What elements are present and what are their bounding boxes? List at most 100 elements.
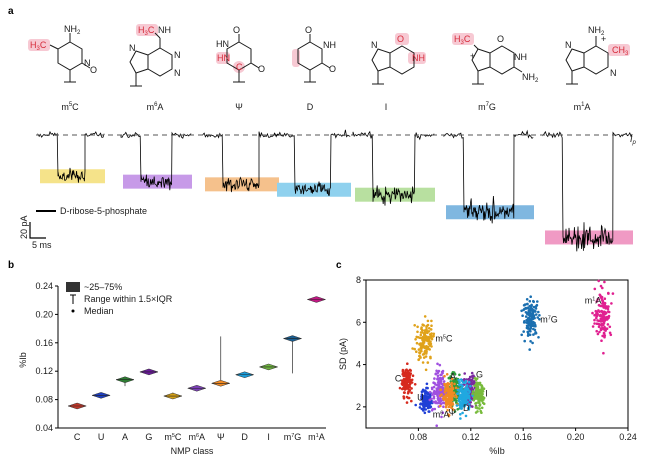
point: [520, 333, 523, 337]
point: [595, 322, 599, 326]
point: [398, 386, 402, 390]
legend-median-swatch: [71, 309, 75, 313]
bond: [473, 44, 479, 50]
point: [606, 323, 610, 326]
y-tick-label: 0.08: [35, 395, 53, 405]
point: [430, 324, 433, 328]
panel-label-a: a: [8, 6, 14, 17]
point: [440, 373, 443, 377]
x-axis-label: %Ib: [489, 446, 505, 456]
point: [425, 395, 428, 398]
y-tick-label: 4: [356, 360, 361, 370]
point: [443, 388, 447, 391]
point: [603, 311, 606, 315]
point: [526, 327, 530, 330]
structure-d: [292, 34, 331, 83]
point: [441, 386, 444, 389]
point: [591, 325, 595, 328]
point: [525, 318, 528, 322]
mod-highlight: [136, 24, 158, 36]
mod-highlight: [395, 33, 409, 45]
x-tick-label: Ψ: [217, 432, 225, 442]
plot-frame: [365, 279, 629, 429]
point: [460, 393, 463, 396]
atom-h3c: H3C: [30, 40, 47, 52]
point: [608, 331, 612, 335]
atom-o: O: [305, 25, 312, 35]
point: [427, 335, 431, 339]
point: [534, 307, 538, 310]
point: [469, 384, 472, 388]
x-tick-label: U: [98, 432, 105, 442]
point: [458, 373, 461, 377]
point: [420, 407, 424, 411]
point: [451, 403, 455, 406]
point: [436, 374, 440, 378]
point: [532, 333, 535, 336]
point: [602, 331, 606, 335]
point-label: G: [476, 369, 483, 379]
point: [593, 313, 596, 317]
point: [420, 393, 424, 396]
point: [429, 328, 433, 331]
point: [591, 311, 594, 315]
trace-5: [443, 129, 534, 224]
ring: [57, 41, 83, 71]
point: [420, 395, 423, 398]
point: [429, 340, 432, 344]
point: [439, 402, 443, 406]
point: [605, 318, 609, 321]
atom-nh-mod: NH: [412, 53, 425, 63]
point: [609, 333, 613, 337]
point: [528, 333, 532, 337]
point: [468, 402, 471, 406]
point: [416, 330, 419, 334]
point: [531, 324, 535, 327]
point: [467, 380, 471, 384]
atom-n: N: [174, 50, 181, 60]
point: [479, 398, 482, 401]
point: [603, 305, 606, 308]
mod-highlight: [233, 61, 245, 73]
point: [443, 390, 447, 394]
point: [596, 298, 599, 301]
point: [401, 372, 405, 376]
point: [429, 355, 432, 359]
point: [442, 380, 446, 383]
point: [404, 379, 408, 382]
point: [459, 404, 463, 408]
point: [426, 323, 430, 327]
point: [438, 363, 442, 367]
point: [459, 402, 462, 405]
point: [476, 410, 479, 413]
atom-o: O: [258, 64, 265, 74]
trace-6: [542, 130, 633, 252]
point: [425, 325, 428, 329]
ring: [565, 48, 585, 72]
point: [423, 411, 427, 415]
point: [593, 322, 596, 325]
point: [460, 407, 463, 410]
point-label: A: [450, 371, 456, 381]
point: [526, 330, 529, 334]
point: [409, 369, 413, 372]
point: [475, 401, 478, 405]
point: [422, 356, 426, 359]
point: [409, 381, 412, 384]
point: [529, 295, 532, 299]
point: [525, 324, 529, 328]
point: [437, 401, 440, 404]
point: [601, 302, 604, 305]
point: [481, 389, 484, 393]
point: [419, 344, 423, 348]
point: [419, 342, 422, 345]
point: [600, 310, 604, 313]
point: [404, 369, 408, 372]
atom-o: O: [233, 25, 240, 35]
point: [463, 372, 467, 375]
point: [464, 386, 467, 390]
bond: [321, 62, 331, 69]
point: [481, 401, 485, 405]
ring: [489, 45, 515, 75]
point: [415, 341, 419, 345]
